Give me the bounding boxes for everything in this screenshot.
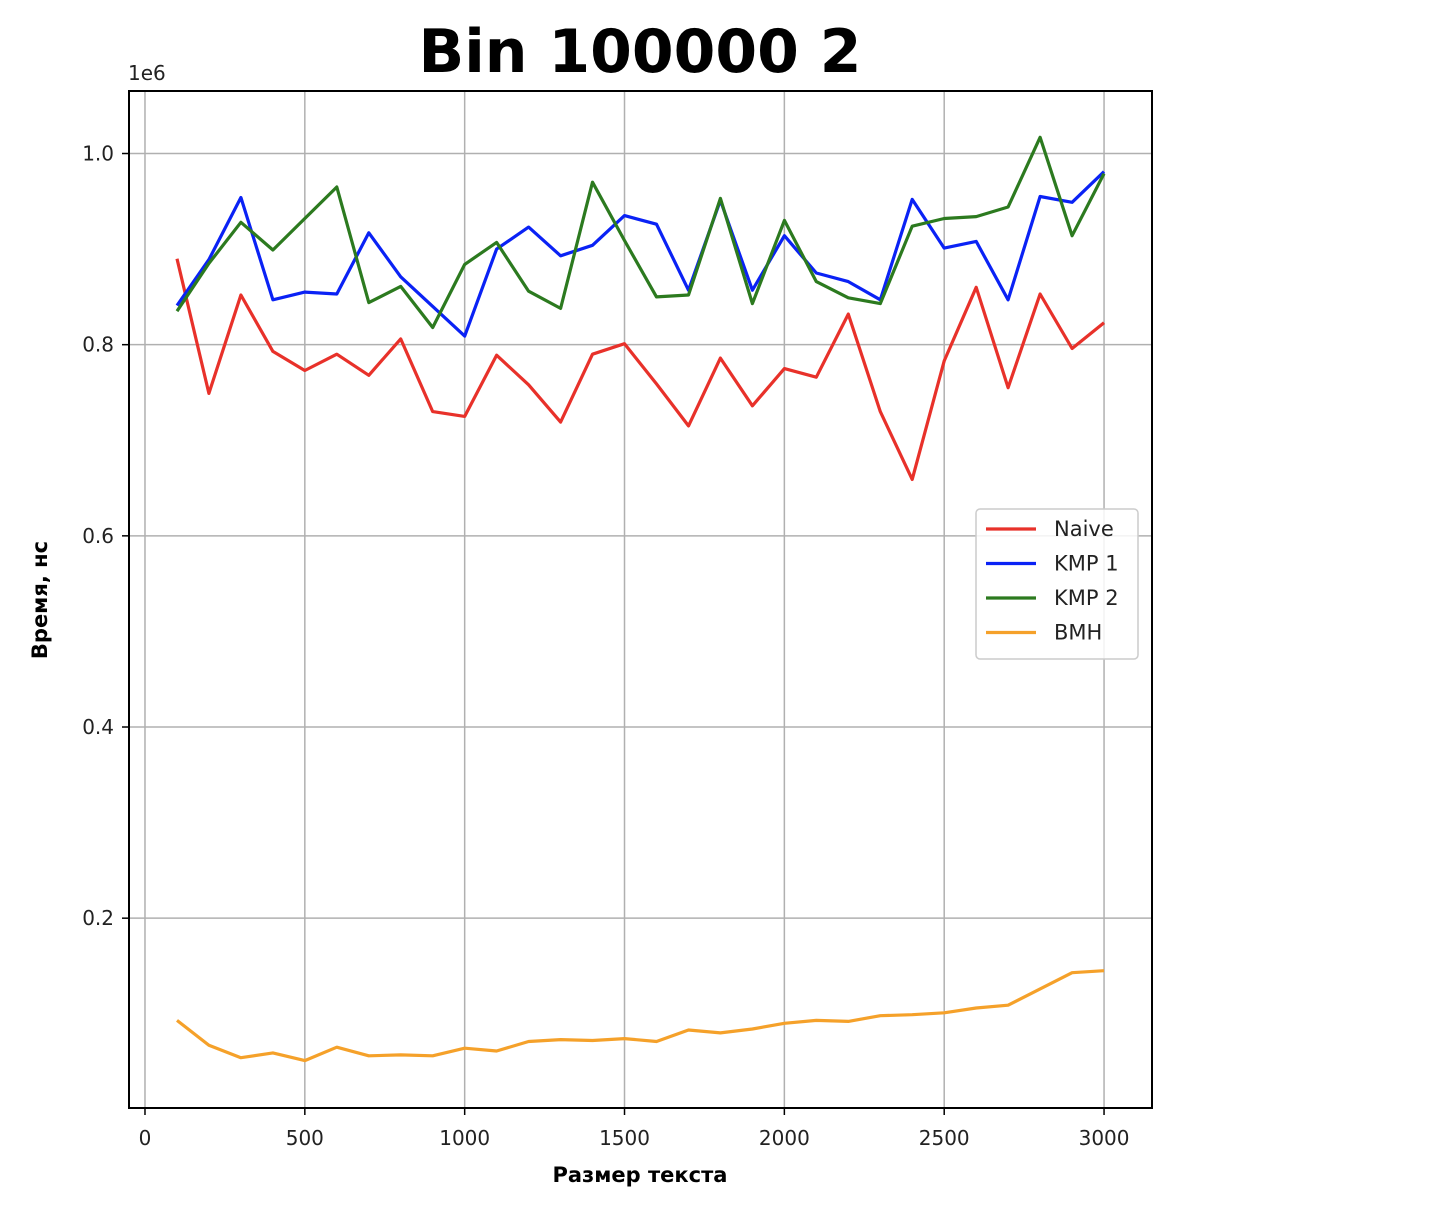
series-line-bmh bbox=[176, 969, 1105, 1063]
plot-frame bbox=[128, 90, 1153, 1109]
legend-label-kmp-1: KMP 1 bbox=[1054, 552, 1119, 576]
legend-label-naive: Naive bbox=[1054, 517, 1114, 541]
chart-title: Bin 100000 2 bbox=[418, 17, 861, 87]
series-line-kmp-1 bbox=[175, 170, 1106, 338]
series-line-kmp-2 bbox=[175, 135, 1106, 330]
x-tick-label: 0 bbox=[139, 1126, 152, 1150]
x-tick-label: 3000 bbox=[1079, 1126, 1130, 1150]
legend: Naive KMP 1 KMP 2 BMH bbox=[975, 508, 1139, 660]
x-tick-label: 1500 bbox=[599, 1126, 650, 1150]
y-axis-offset-text: 1e6 bbox=[128, 61, 166, 85]
y-axis-label: Время, нс bbox=[28, 541, 52, 659]
series-line-naive bbox=[175, 258, 1106, 481]
x-tick-label: 2500 bbox=[919, 1126, 970, 1150]
y-tick-label: 1.0 bbox=[82, 142, 114, 166]
y-tick-label: 0.8 bbox=[82, 333, 114, 357]
x-tick-label: 1000 bbox=[439, 1126, 490, 1150]
y-tick-label: 0.4 bbox=[82, 715, 114, 739]
legend-label-kmp-2: KMP 2 bbox=[1054, 586, 1119, 610]
x-axis-label: Размер текста bbox=[553, 1163, 728, 1187]
legend-frame bbox=[975, 508, 1139, 660]
y-tick-label: 0.6 bbox=[82, 524, 114, 548]
legend-label-bmh: BMH bbox=[1054, 621, 1102, 645]
series-lines bbox=[175, 135, 1106, 1063]
x-tick-label: 2000 bbox=[759, 1126, 810, 1150]
y-tick-label: 0.2 bbox=[82, 906, 114, 930]
axis-ticks: 0 500 1000 1500 2000 2500 3000 0.2 0.4 0.6 0.8 1.0 bbox=[82, 142, 1129, 1150]
x-tick-label: 500 bbox=[286, 1126, 324, 1150]
